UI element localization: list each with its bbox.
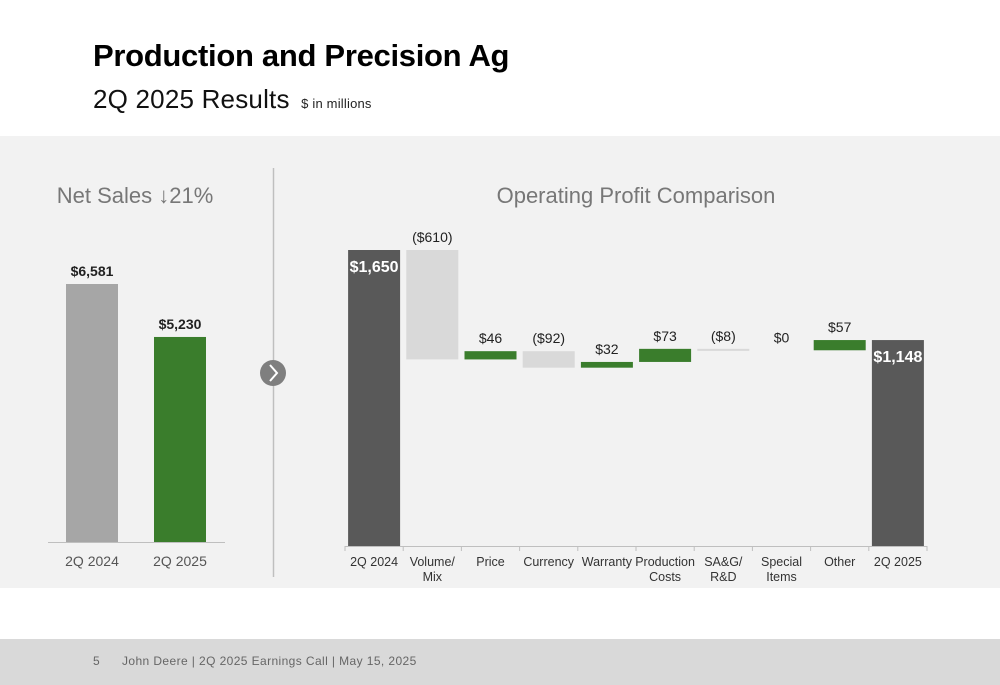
operating-profit-value-label: ($610) (412, 229, 452, 245)
operating-profit-value-label: $73 (653, 328, 677, 344)
units-note: $ in millions (301, 96, 372, 111)
footer: 5 John Deere | 2Q 2025 Earnings Call | M… (0, 639, 1000, 685)
operating-profit-title: Operating Profit Comparison (497, 183, 776, 208)
page-title: Production and Precision Ag (93, 38, 510, 73)
net-sales-x-tick: 2Q 2025 (153, 553, 207, 569)
operating-profit-value-label: ($8) (711, 328, 736, 344)
operating-profit-value-label: $46 (479, 330, 503, 346)
operating-profit-bar (580, 361, 633, 368)
down-arrow-icon: ↓ (158, 183, 169, 208)
operating-profit-value-label: $57 (828, 319, 852, 335)
operating-profit-x-tick: Other (824, 555, 855, 569)
operating-profit-value-label: ($92) (532, 330, 565, 346)
page-subtitle: 2Q 2025 Results $ in millions (93, 84, 372, 115)
operating-profit-bar (522, 351, 575, 368)
operating-profit-x-tick: Warranty (582, 555, 633, 569)
net-sales-value-label: $6,581 (71, 263, 114, 279)
page-number: 5 (93, 654, 100, 668)
net-sales-x-tick: 2Q 2024 (65, 553, 119, 569)
operating-profit-value-label: $32 (595, 341, 619, 357)
operating-profit-x-tick: Currency (523, 555, 574, 569)
operating-profit-bar (697, 348, 750, 351)
operating-profit-bar (871, 340, 924, 546)
operating-profit-bar (406, 250, 459, 360)
operating-profit-bar (813, 340, 866, 351)
operating-profit-bar (639, 348, 692, 362)
next-arrow-button (260, 360, 286, 386)
net-sales-title: Net Sales ↓21% (57, 183, 214, 208)
operating-profit-x-tick: 2Q 2024 (350, 555, 398, 569)
operating-profit-x-tick: Production Costs (635, 555, 695, 584)
net-sales-bar (154, 336, 206, 542)
operating-profit-x-tick: Volume/Mix (410, 555, 456, 584)
footer-text: John Deere | 2Q 2025 Earnings Call | May… (122, 654, 417, 668)
net-sales-bar (66, 284, 118, 542)
net-sales-value-label: $5,230 (159, 316, 202, 332)
subtitle-text: 2Q 2025 Results (93, 84, 290, 114)
chevron-right-icon (269, 364, 279, 382)
operating-profit-value-label: $1,650 (350, 259, 399, 276)
operating-profit-value-label: $0 (774, 329, 790, 345)
operating-profit-x-tick: Special Items (761, 555, 802, 584)
operating-profit-bar (464, 351, 517, 360)
operating-profit-x-tick: 2Q 2025 (874, 555, 922, 569)
operating-profit-bar (348, 250, 401, 546)
operating-profit-value-label: $1,148 (873, 349, 922, 366)
operating-profit-x-tick: Price (476, 555, 505, 569)
operating-profit-x-tick: SA&G/R&D (704, 555, 743, 584)
